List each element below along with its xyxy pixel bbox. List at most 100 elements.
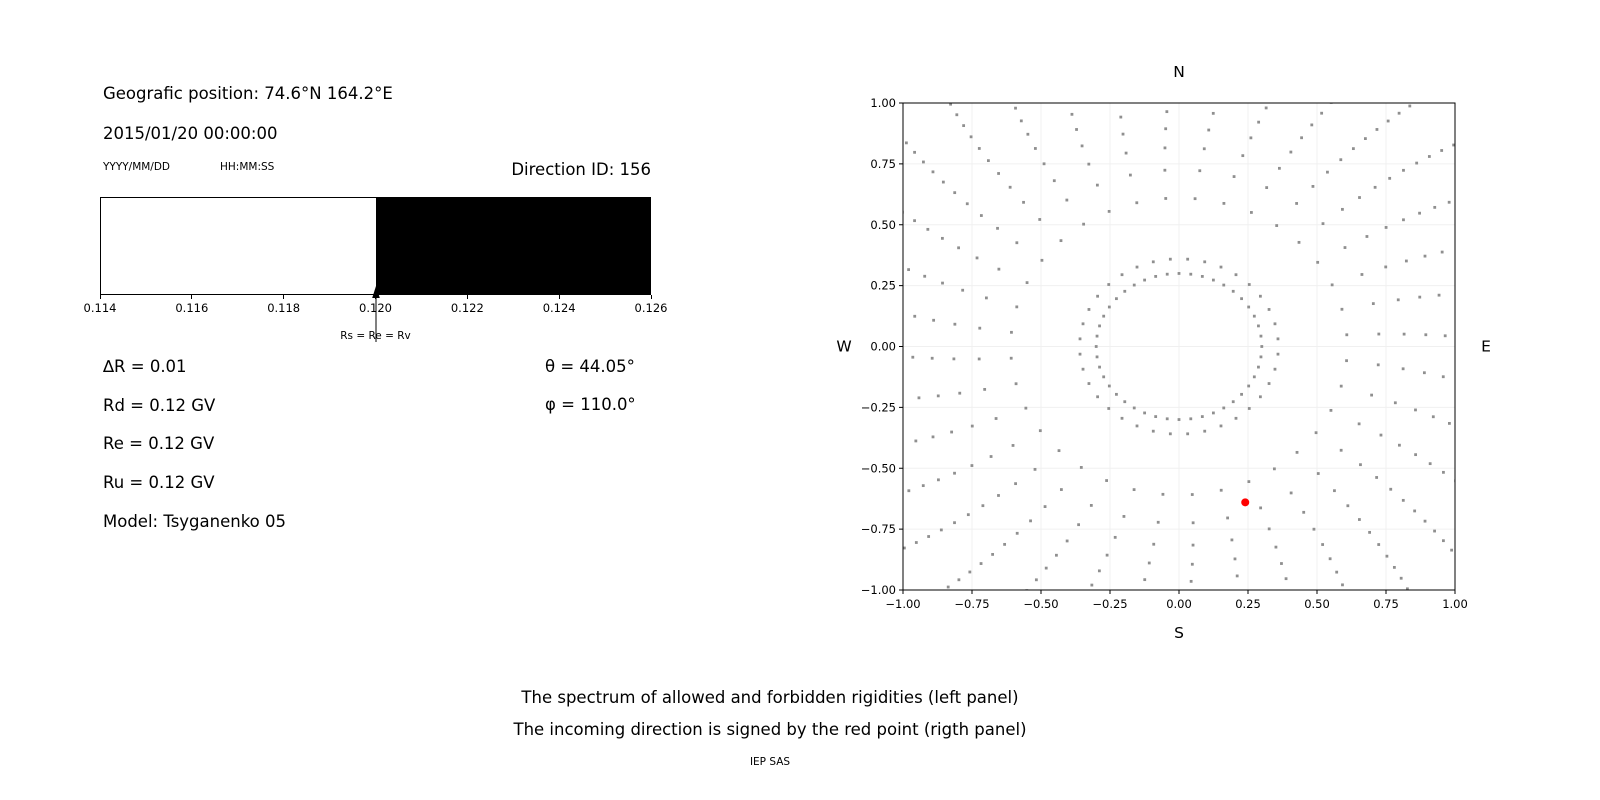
direction-dot: [1401, 498, 1405, 502]
direction-dot: [1067, 99, 1070, 102]
direction-dot: [1083, 597, 1086, 600]
direction-dot: [923, 274, 927, 278]
direction-dot: [1059, 488, 1063, 491]
direction-dot: [1033, 147, 1037, 150]
time-format-label: HH:MM:SS: [220, 161, 275, 173]
credit-label: IEP SAS: [749, 756, 791, 768]
direction-dot: [1452, 143, 1455, 147]
direction-dot: [1365, 235, 1369, 238]
direction-dot: [1081, 367, 1085, 371]
direction-dot: [943, 92, 946, 95]
direction-dot: [1165, 272, 1169, 276]
direction-dot: [1107, 305, 1111, 309]
direction-dot: [1003, 542, 1007, 546]
incoming-direction-red-point: [1241, 498, 1250, 507]
direction-dot: [1105, 479, 1108, 482]
y-tick-label: 0.50: [870, 218, 896, 232]
direction-dot: [1295, 202, 1299, 205]
direction-dot: [1399, 576, 1403, 580]
direction-dot: [1415, 161, 1419, 165]
direction-dot: [1273, 322, 1277, 326]
direction-dot: [922, 160, 925, 164]
direction-dot: [1351, 147, 1355, 151]
direction-dot: [1447, 200, 1451, 204]
theta-value: θ = 44.05°: [545, 357, 635, 376]
direction-dot: [1397, 111, 1401, 115]
direction-dot: [1284, 577, 1288, 581]
direction-dot: [1273, 367, 1277, 371]
direction-dot: [994, 417, 998, 420]
direction-dot: [1437, 293, 1441, 297]
direction-id-label: Direction ID: 156: [511, 160, 651, 179]
direction-dot: [900, 398, 903, 401]
direction-dot: [1321, 543, 1325, 546]
direction-dot: [1070, 112, 1074, 116]
direction-dot: [931, 435, 935, 439]
direction-dot: [1264, 106, 1268, 110]
direction-dot: [991, 552, 995, 556]
direction-dot: [1247, 283, 1251, 286]
direction-dot: [1289, 491, 1293, 495]
direction-dot: [978, 326, 982, 330]
direction-dot: [1082, 222, 1086, 226]
direction-dot: [1118, 100, 1121, 103]
x-tick-label: −0.25: [1092, 597, 1127, 611]
x-tick-label: 1.00: [1442, 597, 1468, 611]
compass-label-east: E: [1481, 338, 1491, 356]
direction-dot: [1025, 281, 1029, 285]
direction-dot: [1177, 272, 1181, 275]
direction-dot: [1219, 488, 1223, 492]
x-tick-label: 0.50: [1304, 597, 1330, 611]
direction-dot: [1015, 531, 1019, 535]
x-tick-label: −1.00: [885, 597, 920, 611]
direction-dot: [1219, 424, 1223, 428]
date-format-label: YYYY/MM/DD: [103, 161, 171, 173]
direction-dot: [1222, 406, 1226, 410]
direction-dot: [1340, 307, 1344, 311]
direction-dot: [1237, 590, 1240, 593]
direction-dot: [1087, 162, 1091, 166]
direction-dot: [1379, 433, 1383, 437]
direction-dot: [1098, 324, 1101, 328]
direction-dot: [1418, 295, 1422, 299]
direction-dot: [1247, 305, 1251, 309]
direction-dot: [1189, 579, 1193, 583]
direction-dot: [1260, 345, 1264, 348]
direction-dot: [1156, 520, 1160, 524]
direction-dot: [1095, 355, 1099, 359]
direction-dot: [1193, 197, 1197, 201]
direction-dot: [1345, 333, 1349, 337]
direction-dot: [1009, 356, 1013, 360]
direction-dot: [1240, 297, 1243, 301]
direction-dot: [1373, 185, 1377, 189]
direction-dot: [1089, 504, 1093, 507]
direction-dot: [1095, 183, 1099, 187]
direction-dot: [1289, 150, 1293, 154]
direction-dot: [1297, 240, 1301, 244]
direction-dot: [932, 318, 936, 322]
allowed-region: [101, 198, 376, 294]
direction-dot: [1259, 334, 1263, 338]
direction-dot: [1235, 574, 1239, 578]
direction-dot: [1119, 115, 1123, 119]
direction-dot: [1096, 294, 1100, 298]
direction-dot: [1396, 298, 1400, 302]
x-tick-label: 0.00: [1166, 597, 1192, 611]
direction-dot: [1401, 367, 1405, 371]
direction-dot: [1328, 557, 1332, 561]
direction-dot: [1339, 158, 1343, 162]
direction-dot: [1335, 570, 1339, 574]
direction-dot: [1115, 392, 1118, 396]
direction-dot: [1042, 162, 1046, 166]
direction-dot: [1311, 185, 1315, 188]
x-tick-label: −0.50: [1023, 597, 1058, 611]
direction-dot: [1300, 136, 1303, 140]
direction-dot: [1014, 482, 1017, 486]
direction-dot: [1339, 91, 1342, 94]
direction-dot: [891, 552, 894, 555]
spectrum-tick-label: 0.126: [634, 301, 668, 315]
direction-dot: [1314, 431, 1318, 435]
direction-dot: [1161, 492, 1165, 496]
direction-dot: [1079, 466, 1083, 469]
